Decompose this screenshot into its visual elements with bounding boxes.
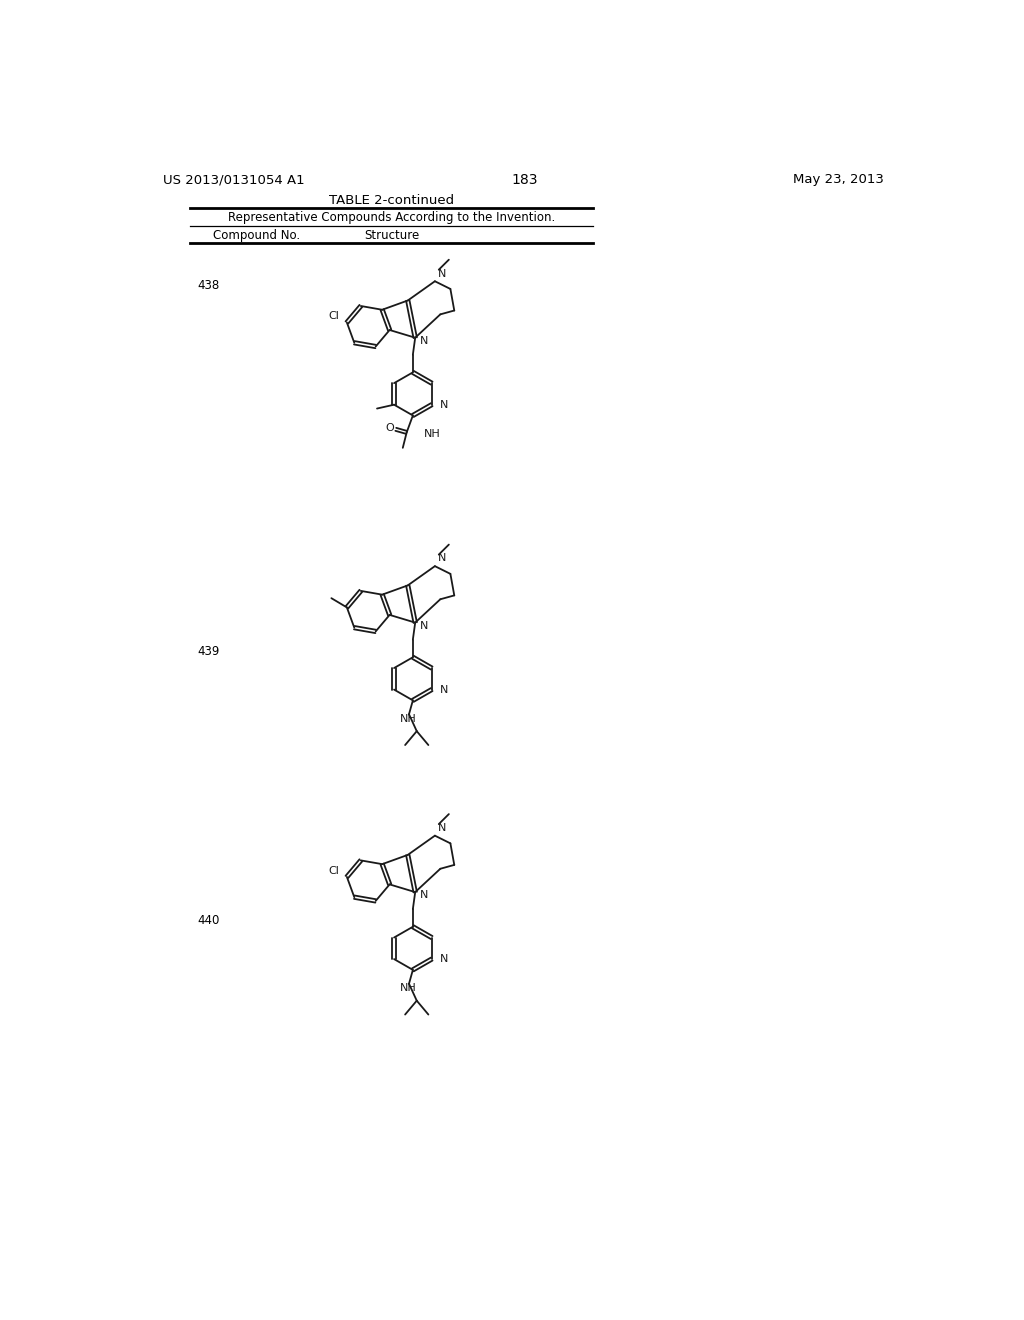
Text: Cl: Cl — [329, 866, 339, 875]
Text: 440: 440 — [198, 915, 220, 927]
Text: 183: 183 — [512, 173, 538, 187]
Text: May 23, 2013: May 23, 2013 — [793, 173, 884, 186]
Text: N: N — [438, 822, 446, 833]
Text: N: N — [420, 335, 428, 346]
Text: NH: NH — [399, 714, 417, 723]
Text: NH: NH — [424, 429, 440, 440]
Text: TABLE 2-continued: TABLE 2-continued — [329, 194, 454, 207]
Text: N: N — [438, 553, 446, 564]
Text: Representative Compounds According to the Invention.: Representative Compounds According to th… — [228, 211, 555, 224]
Text: Compound No.: Compound No. — [213, 228, 300, 242]
Text: N: N — [420, 890, 428, 900]
Text: NH: NH — [399, 983, 417, 994]
Text: N: N — [439, 685, 447, 694]
Text: US 2013/0131054 A1: US 2013/0131054 A1 — [163, 173, 304, 186]
Text: 438: 438 — [198, 279, 220, 292]
Text: N: N — [438, 268, 446, 279]
Text: 439: 439 — [198, 644, 220, 657]
Text: N: N — [439, 400, 447, 409]
Text: N: N — [439, 954, 447, 964]
Text: O: O — [385, 422, 394, 433]
Text: Structure: Structure — [364, 228, 419, 242]
Text: N: N — [420, 620, 428, 631]
Text: Cl: Cl — [329, 312, 339, 321]
